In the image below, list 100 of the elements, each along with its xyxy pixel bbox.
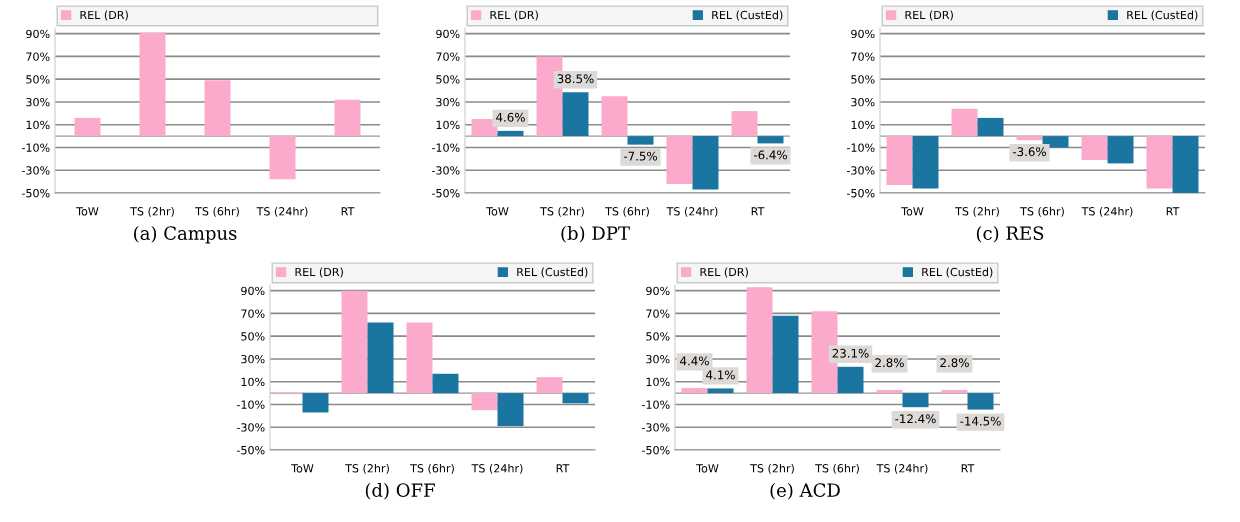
bar bbox=[601, 96, 628, 137]
bar bbox=[367, 322, 394, 394]
bar bbox=[837, 366, 864, 394]
y-tick-label: 50% bbox=[26, 75, 50, 84]
data-label: 4.1% bbox=[706, 370, 735, 380]
y-tick-label: 50% bbox=[851, 75, 875, 84]
x-tick-label: TS (24hr) bbox=[471, 463, 523, 474]
y-tick-label: -10% bbox=[21, 143, 50, 152]
bar bbox=[139, 32, 166, 137]
y-tick-label: 90% bbox=[851, 29, 875, 39]
bar bbox=[941, 389, 968, 394]
y-tick-label: -50% bbox=[641, 445, 670, 455]
bar bbox=[1042, 136, 1069, 148]
bar bbox=[471, 393, 498, 411]
bar bbox=[772, 315, 799, 394]
bar bbox=[536, 377, 563, 394]
x-tick-label: RT bbox=[556, 464, 570, 473]
x-tick-label: TS (24hr) bbox=[1081, 206, 1133, 217]
y-tick-label: 30% bbox=[646, 354, 670, 364]
y-tick-label: -10% bbox=[641, 400, 670, 409]
x-tick-label: RT bbox=[751, 207, 765, 216]
y-tick-label: 10% bbox=[26, 120, 50, 130]
x-tick-label: ToW bbox=[696, 464, 719, 473]
bar bbox=[912, 136, 939, 189]
y-tick-label: 90% bbox=[646, 286, 670, 296]
y-tick-label: -10% bbox=[846, 143, 875, 152]
bar bbox=[876, 389, 903, 394]
bar bbox=[1172, 136, 1199, 193]
y-tick-label: -50% bbox=[846, 188, 875, 198]
bar bbox=[1146, 136, 1173, 189]
x-tick-label: ToW bbox=[901, 207, 924, 216]
data-label: -6.4% bbox=[753, 150, 787, 160]
data-label: -14.5% bbox=[960, 416, 1001, 426]
y-tick-label: 10% bbox=[646, 377, 670, 387]
x-tick-label: TS (24hr) bbox=[666, 206, 718, 217]
legend-label: REL (DR) bbox=[905, 10, 953, 21]
bar bbox=[757, 136, 784, 144]
bar bbox=[562, 393, 589, 404]
legend-label: REL (DR) bbox=[700, 267, 748, 278]
legend-label: REL (DR) bbox=[295, 267, 343, 278]
data-label: 38.5% bbox=[557, 74, 594, 84]
y-tick-label: 30% bbox=[26, 97, 50, 107]
bar bbox=[731, 111, 758, 137]
data-label: 2.8% bbox=[940, 358, 969, 368]
data-label: 4.6% bbox=[496, 112, 525, 122]
y-tick-label: -10% bbox=[431, 143, 460, 152]
data-label: -7.5% bbox=[623, 151, 657, 161]
bar bbox=[334, 99, 361, 137]
x-tick-label: TS (2hr) bbox=[130, 206, 174, 217]
text: (a) Campus bbox=[134, 226, 237, 244]
y-tick-label: 70% bbox=[851, 52, 875, 61]
bar bbox=[74, 117, 101, 137]
y-tick-label: 50% bbox=[646, 332, 670, 341]
bar bbox=[302, 393, 329, 413]
legend-label: REL (DR) bbox=[80, 10, 128, 21]
y-tick-label: 10% bbox=[436, 120, 460, 130]
y-tick-label: 10% bbox=[851, 120, 875, 130]
bar bbox=[666, 136, 693, 184]
bar bbox=[341, 290, 368, 394]
bar bbox=[746, 287, 773, 394]
y-tick-label: 70% bbox=[646, 309, 670, 318]
text: (d) OFF bbox=[365, 483, 435, 500]
y-tick-label: -30% bbox=[641, 423, 670, 432]
y-tick-label: -30% bbox=[236, 423, 265, 432]
x-tick-label: ToW bbox=[76, 207, 99, 216]
y-tick-label: -50% bbox=[236, 445, 265, 455]
bar bbox=[967, 393, 994, 410]
bar bbox=[681, 388, 708, 394]
y-tick-label: -30% bbox=[21, 166, 50, 175]
y-tick-label: 90% bbox=[241, 286, 265, 296]
x-tick-label: TS (6hr) bbox=[605, 206, 649, 217]
x-tick-label: RT bbox=[961, 464, 975, 473]
bar bbox=[497, 130, 524, 137]
bar bbox=[977, 117, 1004, 137]
bar bbox=[902, 393, 929, 408]
legend-label: REL (DR) bbox=[490, 10, 538, 21]
x-tick-label: TS (24hr) bbox=[876, 463, 928, 474]
x-tick-label: TS (2hr) bbox=[955, 206, 999, 217]
x-tick-label: TS (6hr) bbox=[815, 463, 859, 474]
y-tick-label: 90% bbox=[436, 29, 460, 39]
y-tick-label: 90% bbox=[26, 29, 50, 39]
data-label: 4.4% bbox=[680, 356, 709, 366]
bar bbox=[886, 136, 913, 186]
data-label: 2.8% bbox=[875, 358, 904, 368]
data-label: 23.1% bbox=[832, 348, 869, 358]
bar bbox=[497, 393, 524, 427]
y-tick-label: 30% bbox=[851, 97, 875, 107]
y-tick-label: -50% bbox=[21, 188, 50, 198]
x-tick-label: TS (6hr) bbox=[410, 463, 454, 474]
legend-label: REL (CustEd) bbox=[712, 10, 783, 21]
x-tick-label: TS (6hr) bbox=[195, 206, 239, 217]
y-tick-label: 70% bbox=[26, 52, 50, 61]
bar bbox=[471, 119, 498, 137]
text: (b) DPT bbox=[561, 226, 630, 243]
bar bbox=[627, 136, 654, 145]
y-tick-label: 70% bbox=[241, 309, 265, 318]
y-tick-label: 50% bbox=[436, 75, 460, 84]
bar bbox=[1081, 136, 1108, 160]
x-tick-label: TS (2hr) bbox=[345, 463, 389, 474]
x-tick-label: RT bbox=[341, 207, 355, 216]
